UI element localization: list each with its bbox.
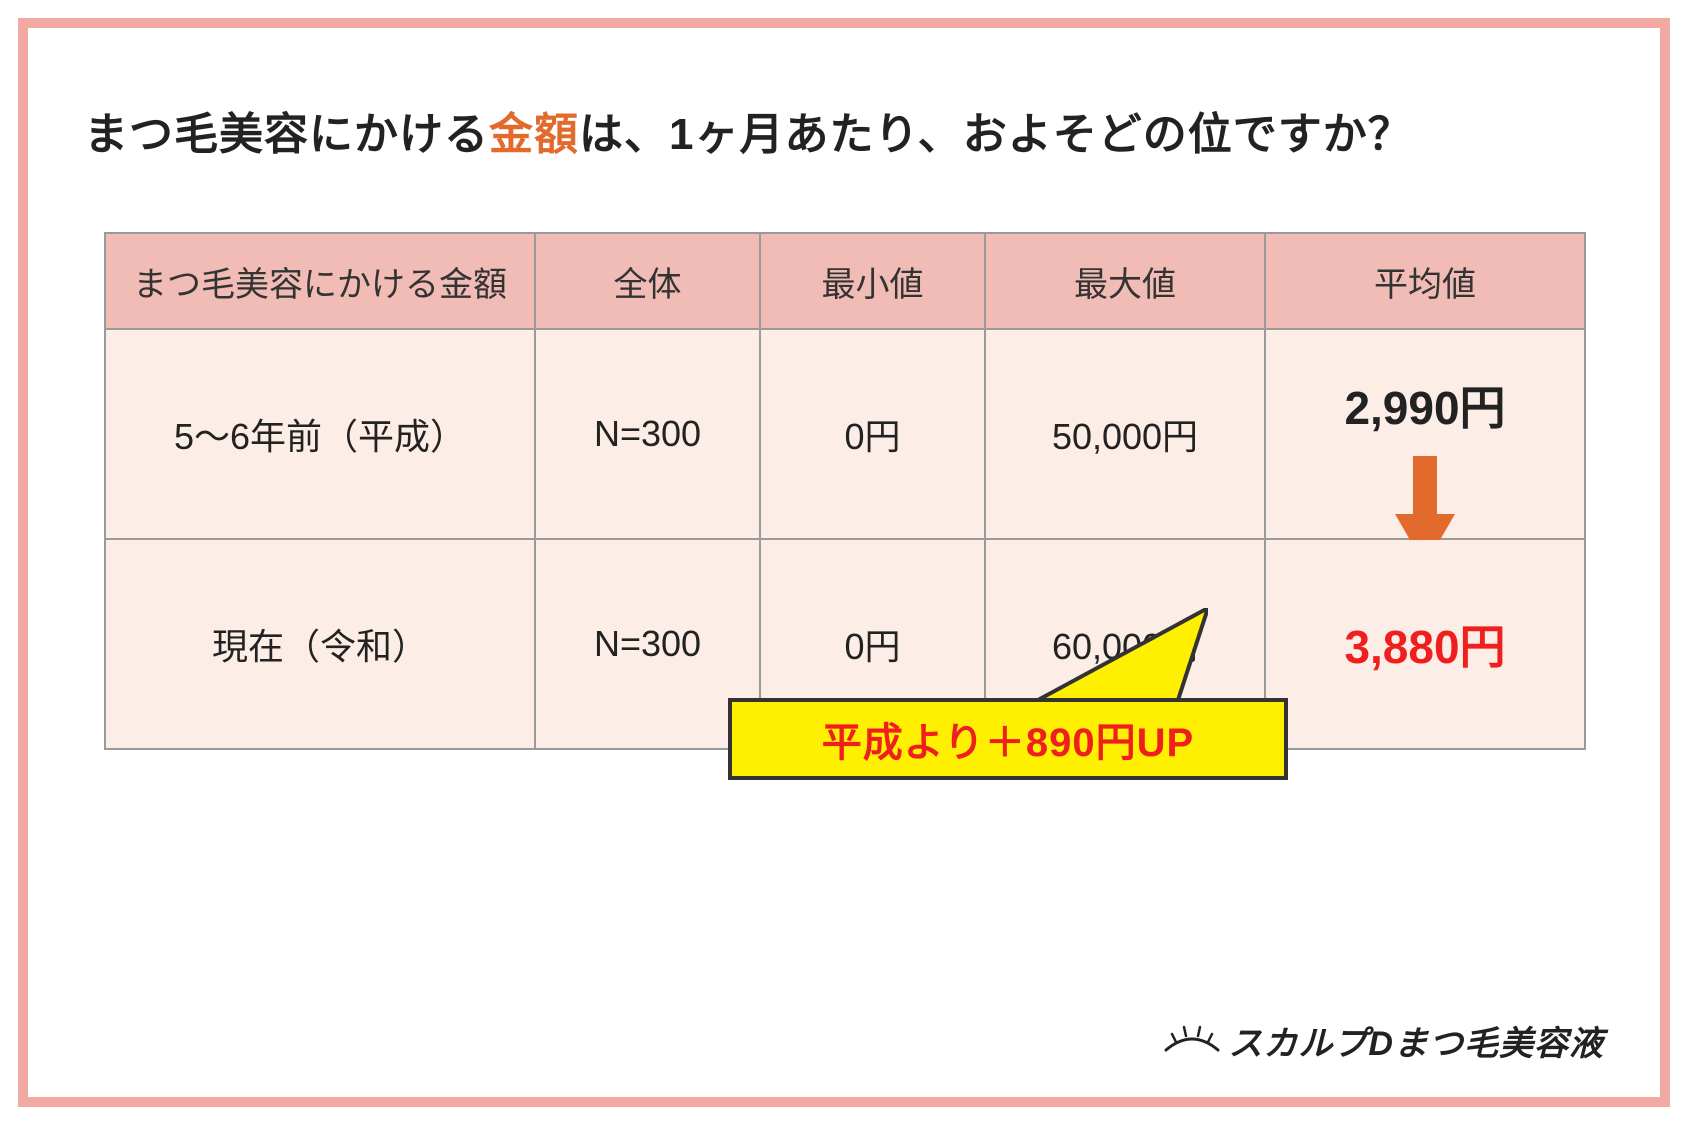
col-header-min: 最小値 (760, 233, 985, 329)
title-highlight: 金額 (489, 110, 579, 159)
cell-row0-avg: 2,990円 (1265, 329, 1585, 539)
col-header-max: 最大値 (985, 233, 1265, 329)
cell-row1-n: N=300 (535, 539, 760, 749)
title-prefix: まつ毛美容にかける (84, 110, 489, 159)
eyelash-logo-icon (1164, 1024, 1220, 1058)
slide-frame: まつ毛美容にかける金額は、1ヶ月あたり、およそどの位ですか？ まつ毛美容にかける… (18, 18, 1670, 1107)
cell-row1-label: 現在（令和） (105, 539, 535, 749)
avg-value-heisei: 2,990円 (1266, 372, 1584, 438)
col-header-avg: 平均値 (1265, 233, 1585, 329)
content-area: まつ毛美容にかける金額は、1ヶ月あたり、およそどの位ですか？ まつ毛美容にかける… (28, 28, 1660, 1097)
title-suffix: は、1ヶ月あたり、およそどの位ですか？ (579, 110, 1413, 159)
callout-box: 平成より＋890円UP (728, 698, 1288, 780)
brand-text: スカルプDまつ毛美容液 (1228, 1016, 1604, 1065)
cell-row0-max: 50,000円 (985, 329, 1265, 539)
table-header-row: まつ毛美容にかける金額 全体 最小値 最大値 平均値 (105, 233, 1585, 329)
callout-text: 平成より＋890円UP (822, 710, 1195, 768)
callout-tail-icon (1028, 608, 1208, 702)
cell-row1-avg: 3,880円 (1265, 539, 1585, 749)
callout: 平成より＋890円UP (728, 608, 1288, 808)
data-table-wrap: まつ毛美容にかける金額 全体 最小値 最大値 平均値 5～6年前（平成） N=3… (104, 232, 1584, 750)
cell-row0-label: 5～6年前（平成） (105, 329, 535, 539)
cell-row0-min: 0円 (760, 329, 985, 539)
brand-footer: スカルプDまつ毛美容液 (1164, 1016, 1604, 1065)
table-row: 5～6年前（平成） N=300 0円 50,000円 2,990円 (105, 329, 1585, 539)
col-header-label: まつ毛美容にかける金額 (105, 233, 535, 329)
col-header-n: 全体 (535, 233, 760, 329)
page-title: まつ毛美容にかける金額は、1ヶ月あたり、およそどの位ですか？ (84, 98, 1610, 162)
cell-row0-n: N=300 (535, 329, 760, 539)
avg-value-reiwa: 3,880円 (1266, 611, 1584, 677)
